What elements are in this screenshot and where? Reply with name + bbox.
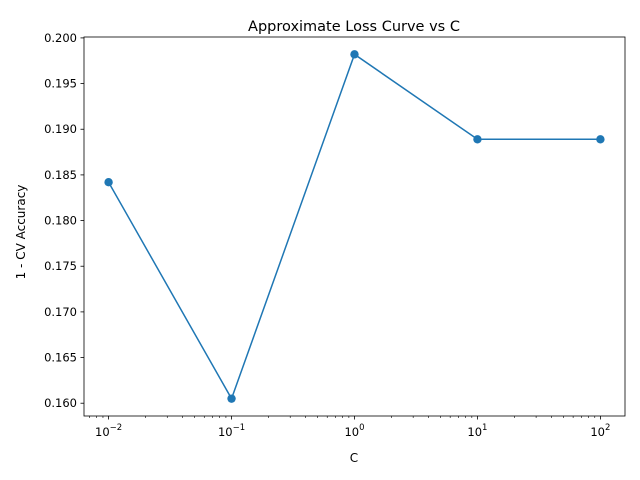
plot-area: 10−2 10−1 100 101 102 0.160 0.165 0.170 0.175 0.1…: [44, 31, 626, 439]
x-tick-label: 100: [344, 423, 364, 439]
x-tick-label: 10−2: [95, 423, 122, 439]
y-tick-label: 0.190: [44, 122, 77, 136]
y-tick-label: 0.170: [44, 305, 77, 319]
data-point: [596, 135, 605, 144]
x-tick-label: 101: [467, 423, 487, 439]
x-axis-label: C: [350, 451, 358, 465]
y-tick-label: 0.180: [44, 214, 77, 228]
y-tick-label: 0.195: [44, 77, 77, 91]
axes-frame: [83, 36, 626, 417]
data-point: [473, 135, 482, 144]
y-tick-label: 0.160: [44, 396, 77, 410]
y-tick-label: 0.165: [44, 351, 77, 365]
x-tick-label: 102: [590, 423, 610, 439]
y-tick-label: 0.200: [44, 31, 77, 45]
data-point: [104, 178, 113, 187]
y-axis-label: 1 - CV Accuracy: [14, 185, 28, 280]
x-tick-label: 10−1: [218, 423, 245, 439]
y-tick-label: 0.185: [44, 168, 77, 182]
data-point: [227, 394, 236, 403]
data-point: [350, 50, 359, 59]
y-tick-label: 0.175: [44, 259, 77, 273]
chart-title: Approximate Loss Curve vs C: [248, 19, 460, 35]
